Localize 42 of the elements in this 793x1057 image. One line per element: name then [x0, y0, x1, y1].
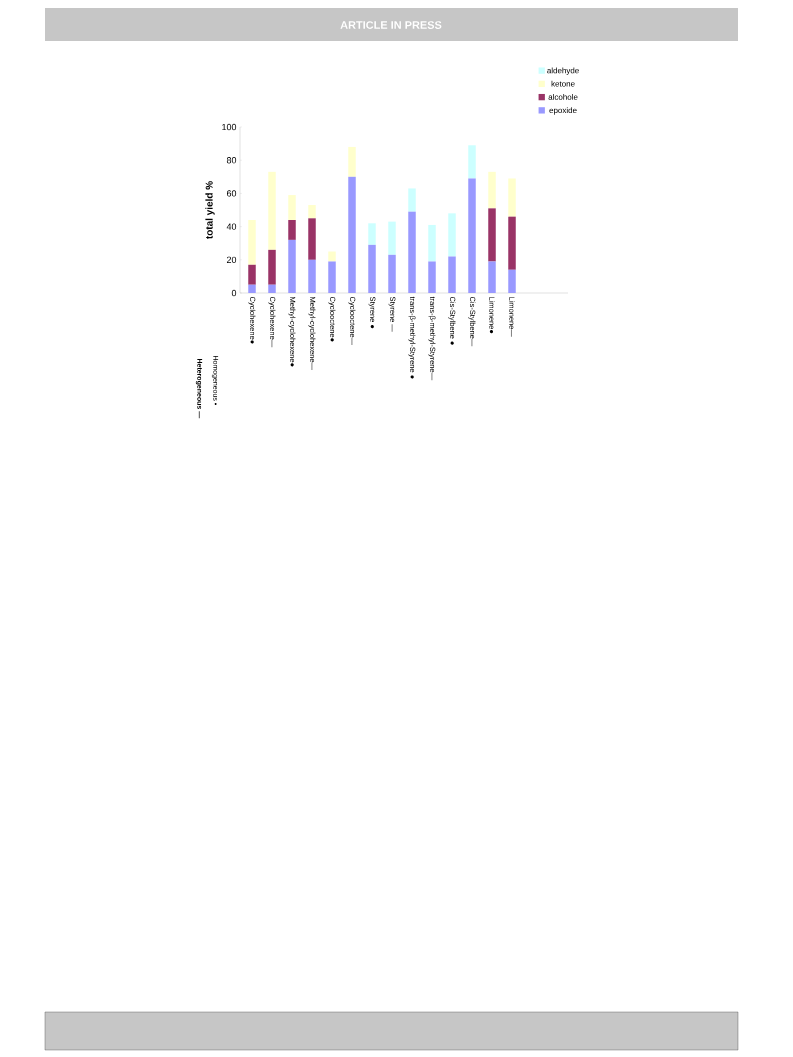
bar [268, 284, 276, 294]
bar [268, 171, 276, 250]
y-tick-label: 80 [226, 157, 237, 164]
bar [288, 219, 296, 240]
bar [288, 239, 296, 294]
bar [468, 178, 476, 294]
bar [388, 221, 396, 255]
bar [348, 176, 356, 294]
bar [328, 261, 336, 294]
bar [308, 218, 316, 260]
bar [248, 264, 256, 285]
bar [488, 208, 496, 262]
bar [488, 261, 496, 294]
bar [508, 269, 516, 294]
bar [348, 146, 356, 177]
bar [468, 145, 476, 179]
bar [368, 223, 376, 245]
y-tick-label: 20 [226, 256, 237, 263]
y-tick-label: 0 [231, 289, 237, 297]
bar [508, 178, 516, 217]
bar [308, 205, 316, 219]
bar [368, 244, 376, 294]
y-tick-label: 100 [222, 123, 237, 131]
y-axis-title: total yield % [205, 181, 215, 239]
bar [408, 188, 416, 212]
bar [488, 171, 496, 209]
bar [448, 256, 456, 294]
bar [388, 254, 396, 294]
text: ARTICLE IN PRESS [340, 21, 442, 29]
y-tick-label: 40 [226, 223, 237, 230]
y-tick-label: 60 [226, 190, 237, 197]
bar [428, 224, 436, 262]
bar [508, 216, 516, 270]
bar [288, 195, 296, 220]
bar [408, 211, 416, 294]
bar [428, 261, 436, 294]
bar [268, 249, 276, 285]
bar [248, 219, 256, 265]
bar [448, 213, 456, 257]
bar [328, 251, 336, 262]
bar [308, 259, 316, 294]
bar [248, 284, 256, 294]
